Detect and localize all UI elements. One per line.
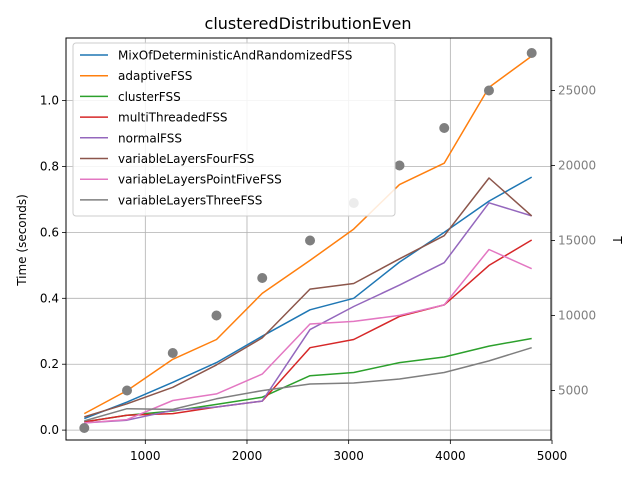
- y-tick-label: 0.6: [40, 225, 59, 239]
- y-tick-label: 0.4: [40, 291, 59, 305]
- x-tick-label: 2000: [232, 449, 263, 463]
- y-tick-label: 0.8: [40, 160, 59, 174]
- legend-box: [72, 42, 396, 217]
- legend-label: MixOfDeterministicAndRandomizedFSS: [118, 49, 352, 63]
- x-tick-label: 3000: [333, 449, 364, 463]
- scatter-point: [167, 348, 178, 358]
- y2-tick-label: 15000: [558, 234, 596, 248]
- y-axis-label: Time (seconds): [15, 194, 29, 287]
- scatter-point: [526, 48, 537, 58]
- legend-label: variableLayersThreeFSS: [118, 193, 262, 207]
- legend: MixOfDeterministicAndRandomizedFSS adapti…: [72, 42, 396, 217]
- series-line-0: [84, 176, 533, 420]
- y2-tick-label: 10000: [558, 309, 596, 323]
- scatter-point: [439, 123, 450, 133]
- series-line-7: [84, 346, 532, 422]
- scatter-point: [305, 235, 316, 246]
- x-tick-label: 1000: [130, 449, 161, 463]
- series-line-2: [84, 337, 532, 423]
- y2-tick-label: 20000: [558, 159, 596, 173]
- legend-label: clusterFSS: [118, 90, 181, 104]
- y2-tick-label: 5000: [558, 384, 589, 398]
- scatter-point: [483, 85, 494, 96]
- scatter-point: [394, 160, 405, 171]
- y-tick-label: 0.0: [40, 423, 59, 437]
- series-line-1: [83, 55, 533, 415]
- y-tick-label: 1.0: [40, 94, 59, 108]
- axes-frame: [65, 37, 552, 441]
- series-line-4: [84, 202, 532, 424]
- legend-label: variableLayersFourFSS: [118, 152, 254, 166]
- scatter-point: [211, 310, 222, 321]
- x-tick-label: 4000: [435, 449, 466, 463]
- legend-label: multiThreadedFSS: [118, 111, 228, 125]
- legend-label: adaptiveFSS: [118, 69, 192, 83]
- legend-label: variableLayersPointFiveFSS: [118, 173, 282, 187]
- scatter-point: [79, 423, 90, 433]
- legend-label: normalFSS: [118, 131, 182, 145]
- x-tick-label: 5000: [537, 449, 568, 463]
- y2-tick-label: 25000: [558, 84, 596, 98]
- scatter-point: [122, 385, 133, 396]
- secondary-y-axis-label: T: [610, 235, 624, 244]
- series-line-6: [84, 248, 533, 424]
- scatter-point: [257, 273, 268, 283]
- chart-title: clusteredDistributionEven: [205, 14, 412, 33]
- y-tick-label: 0.2: [40, 357, 59, 371]
- series-line-5: [84, 177, 533, 418]
